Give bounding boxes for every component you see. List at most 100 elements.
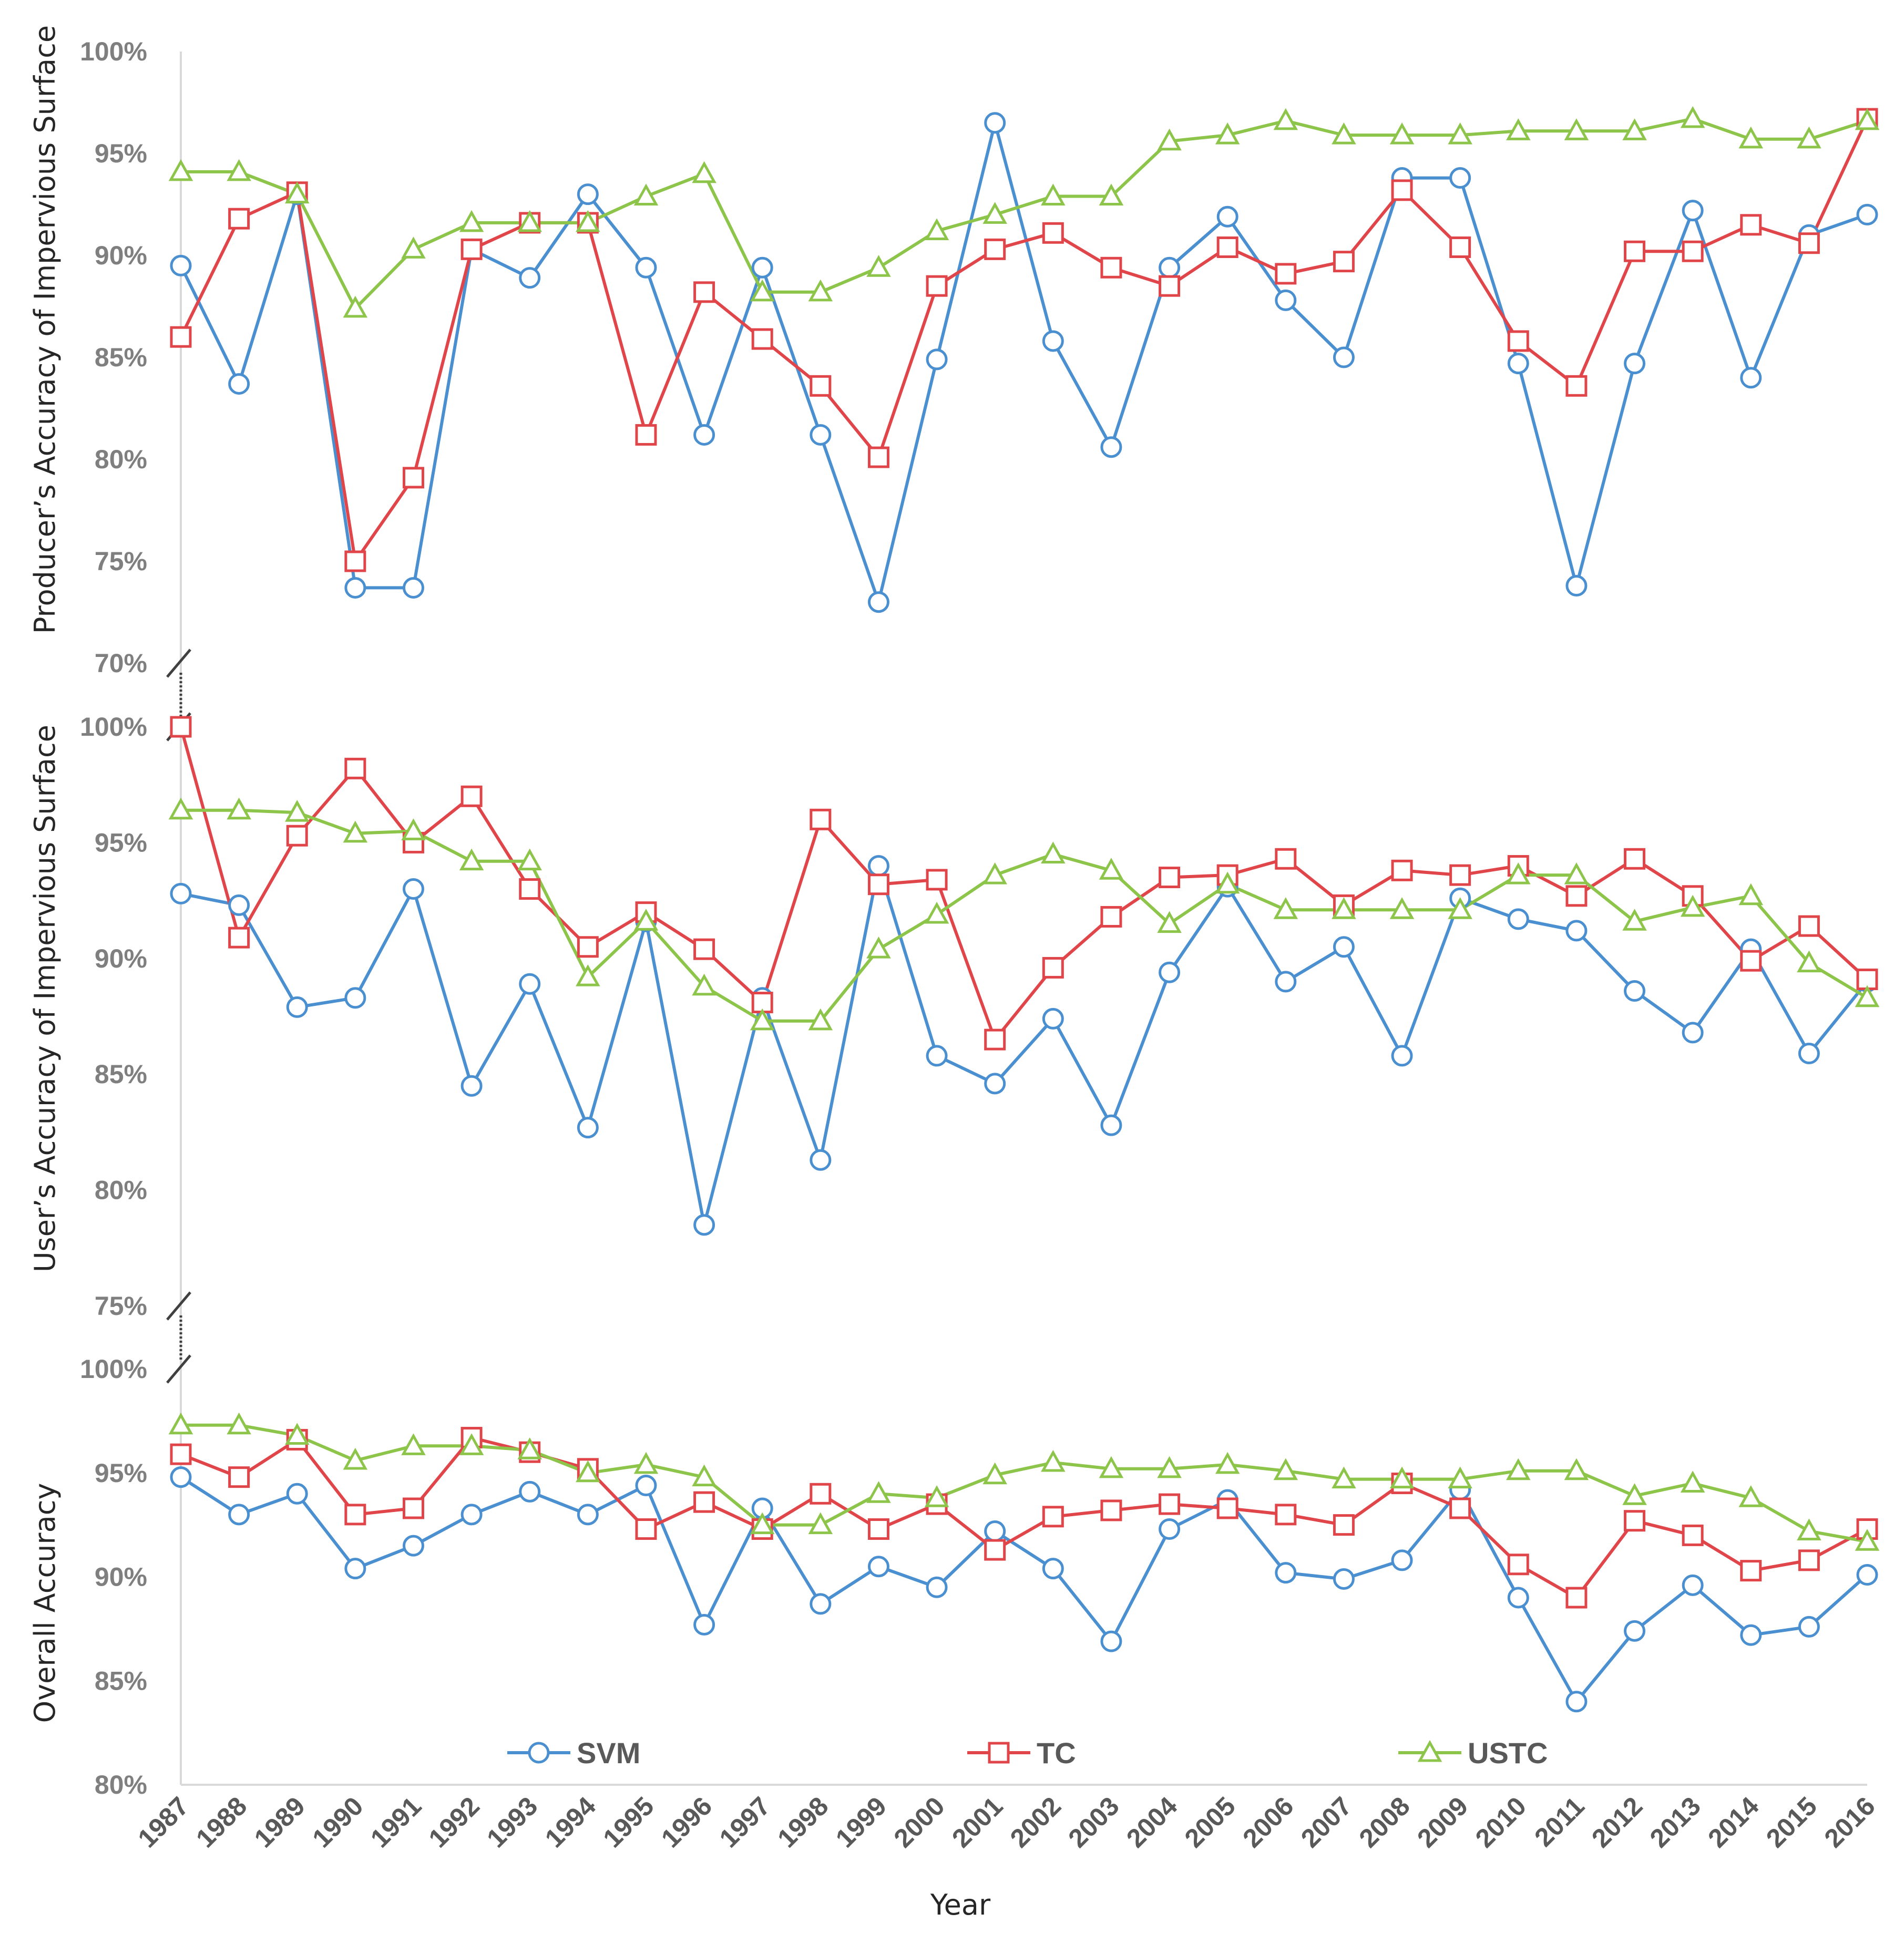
point-overall-tc-1996 bbox=[693, 1491, 715, 1513]
point-producers-ustc-2006 bbox=[1273, 108, 1298, 130]
point-overall-svm-1999 bbox=[867, 1556, 889, 1578]
point-producers-svm-1993 bbox=[519, 267, 541, 289]
xtick-2001: 2001 bbox=[946, 1791, 1008, 1853]
series-overall-svm bbox=[180, 1476, 1868, 1703]
point-users-ustc-2003 bbox=[1099, 858, 1124, 880]
point-users-svm-2011 bbox=[1565, 920, 1588, 942]
series-producers-ustc bbox=[181, 117, 1868, 310]
point-overall-ustc-2008 bbox=[1389, 1466, 1415, 1489]
point-producers-tc-2004 bbox=[1159, 275, 1181, 297]
point-producers-tc-2011 bbox=[1565, 375, 1588, 397]
point-overall-tc-1988 bbox=[228, 1466, 250, 1488]
markers-overall-svm bbox=[170, 1466, 1878, 1713]
point-overall-ustc-1990 bbox=[343, 1447, 368, 1470]
legend-marker-svm bbox=[528, 1742, 550, 1764]
series-producers-svm bbox=[179, 121, 1868, 604]
point-users-svm-1991 bbox=[402, 878, 424, 900]
point-overall-ustc-1995 bbox=[633, 1452, 659, 1474]
point-producers-tc-2002 bbox=[1042, 222, 1064, 244]
point-overall-svm-2015 bbox=[1798, 1616, 1820, 1638]
point-users-svm-1987 bbox=[170, 882, 192, 904]
point-users-ustc-1996 bbox=[692, 973, 716, 996]
point-producers-ustc-1990 bbox=[343, 295, 368, 318]
point-overall-ustc-1998 bbox=[808, 1512, 833, 1535]
xtick-1990: 1990 bbox=[306, 1791, 368, 1853]
point-users-ustc-2006 bbox=[1273, 897, 1298, 919]
point-producers-ustc-1995 bbox=[633, 183, 659, 205]
ytick-overall-80: 80% bbox=[95, 1770, 147, 1799]
ytick-producers-95: 95% bbox=[95, 139, 147, 168]
ytick-overall-85: 85% bbox=[95, 1666, 147, 1695]
xtick-2010: 2010 bbox=[1470, 1791, 1532, 1853]
point-users-svm-2008 bbox=[1391, 1045, 1413, 1067]
markers-overall-tc bbox=[170, 1427, 1878, 1609]
point-users-tc-2000 bbox=[926, 869, 948, 891]
point-users-tc-2003 bbox=[1100, 906, 1122, 928]
point-users-tc-1998 bbox=[810, 808, 832, 830]
point-overall-svm-2012 bbox=[1624, 1620, 1646, 1642]
labels-layer: Producer’s Accuracy of Impervious Surfac… bbox=[28, 25, 991, 1921]
point-producers-svm-2003 bbox=[1100, 436, 1122, 458]
point-overall-tc-2001 bbox=[984, 1539, 1006, 1561]
point-overall-ustc-2015 bbox=[1797, 1518, 1821, 1540]
axis-break-users-lower bbox=[166, 1291, 191, 1321]
legend-item-ustc: USTC bbox=[1398, 1736, 1548, 1770]
point-users-tc-1993 bbox=[519, 878, 541, 900]
point-overall-ustc-2011 bbox=[1564, 1458, 1589, 1480]
xtick-2005: 2005 bbox=[1179, 1791, 1241, 1853]
point-producers-ustc-2013 bbox=[1680, 106, 1705, 128]
point-overall-tc-1991 bbox=[402, 1497, 424, 1519]
axis-break-producers-lower bbox=[166, 649, 191, 678]
line-overall-svm bbox=[180, 1476, 1868, 1703]
markers-users-svm bbox=[170, 855, 1878, 1236]
point-overall-tc-1995 bbox=[635, 1518, 657, 1540]
point-overall-ustc-2007 bbox=[1332, 1466, 1356, 1489]
series-producers-tc bbox=[179, 118, 1869, 563]
xtick-2007: 2007 bbox=[1295, 1791, 1357, 1853]
ytick-producers-85: 85% bbox=[95, 343, 147, 372]
point-producers-tc-2015 bbox=[1798, 232, 1820, 254]
xtick-2009: 2009 bbox=[1411, 1791, 1473, 1853]
ytick-users-100: 100% bbox=[80, 712, 147, 742]
point-producers-svm-2005 bbox=[1216, 205, 1238, 228]
point-overall-svm-1996 bbox=[693, 1613, 715, 1636]
xtick-2002: 2002 bbox=[1005, 1791, 1067, 1853]
point-producers-svm-1990 bbox=[344, 577, 366, 599]
xtick-1992: 1992 bbox=[423, 1791, 485, 1853]
point-producers-tc-1998 bbox=[810, 375, 832, 397]
point-producers-ustc-2012 bbox=[1622, 118, 1647, 140]
point-users-svm-2012 bbox=[1624, 980, 1646, 1002]
point-overall-ustc-1993 bbox=[517, 1437, 542, 1459]
series-layer bbox=[168, 106, 1880, 1713]
point-users-ustc-1988 bbox=[227, 797, 251, 820]
point-users-tc-2002 bbox=[1042, 956, 1064, 979]
legend-marker-tc bbox=[988, 1742, 1010, 1764]
point-overall-ustc-2000 bbox=[924, 1485, 949, 1507]
ytick-producers-70: 70% bbox=[95, 649, 147, 678]
point-users-svm-1993 bbox=[519, 973, 541, 995]
point-producers-ustc-2014 bbox=[1738, 126, 1764, 149]
point-overall-ustc-2010 bbox=[1506, 1458, 1531, 1480]
point-overall-svm-2014 bbox=[1740, 1624, 1762, 1646]
point-overall-svm-1990 bbox=[344, 1558, 366, 1580]
point-users-ustc-2009 bbox=[1448, 897, 1472, 919]
point-producers-tc-2007 bbox=[1333, 251, 1355, 273]
point-users-svm-2001 bbox=[984, 1073, 1006, 1095]
point-overall-ustc-1994 bbox=[576, 1460, 600, 1483]
point-producers-svm-2002 bbox=[1042, 330, 1064, 352]
xtick-2014: 2014 bbox=[1702, 1791, 1764, 1853]
series-overall-tc bbox=[180, 1436, 1868, 1600]
point-overall-svm-2008 bbox=[1391, 1549, 1413, 1571]
point-users-ustc-2015 bbox=[1797, 950, 1821, 973]
xtick-1995: 1995 bbox=[597, 1791, 659, 1853]
point-users-svm-2002 bbox=[1042, 1007, 1064, 1030]
point-overall-ustc-1996 bbox=[692, 1464, 716, 1487]
point-producers-svm-2011 bbox=[1565, 575, 1588, 597]
markers-users-tc bbox=[170, 716, 1878, 1051]
point-users-ustc-1998 bbox=[808, 1008, 833, 1031]
point-users-svm-1990 bbox=[344, 987, 366, 1009]
y-axis-title-users-accuracy: User’s Accuracy of Impervious Surface bbox=[28, 725, 62, 1272]
xtick-1994: 1994 bbox=[539, 1791, 601, 1853]
point-producers-ustc-2015 bbox=[1797, 126, 1821, 149]
point-producers-tc-1996 bbox=[693, 281, 715, 303]
